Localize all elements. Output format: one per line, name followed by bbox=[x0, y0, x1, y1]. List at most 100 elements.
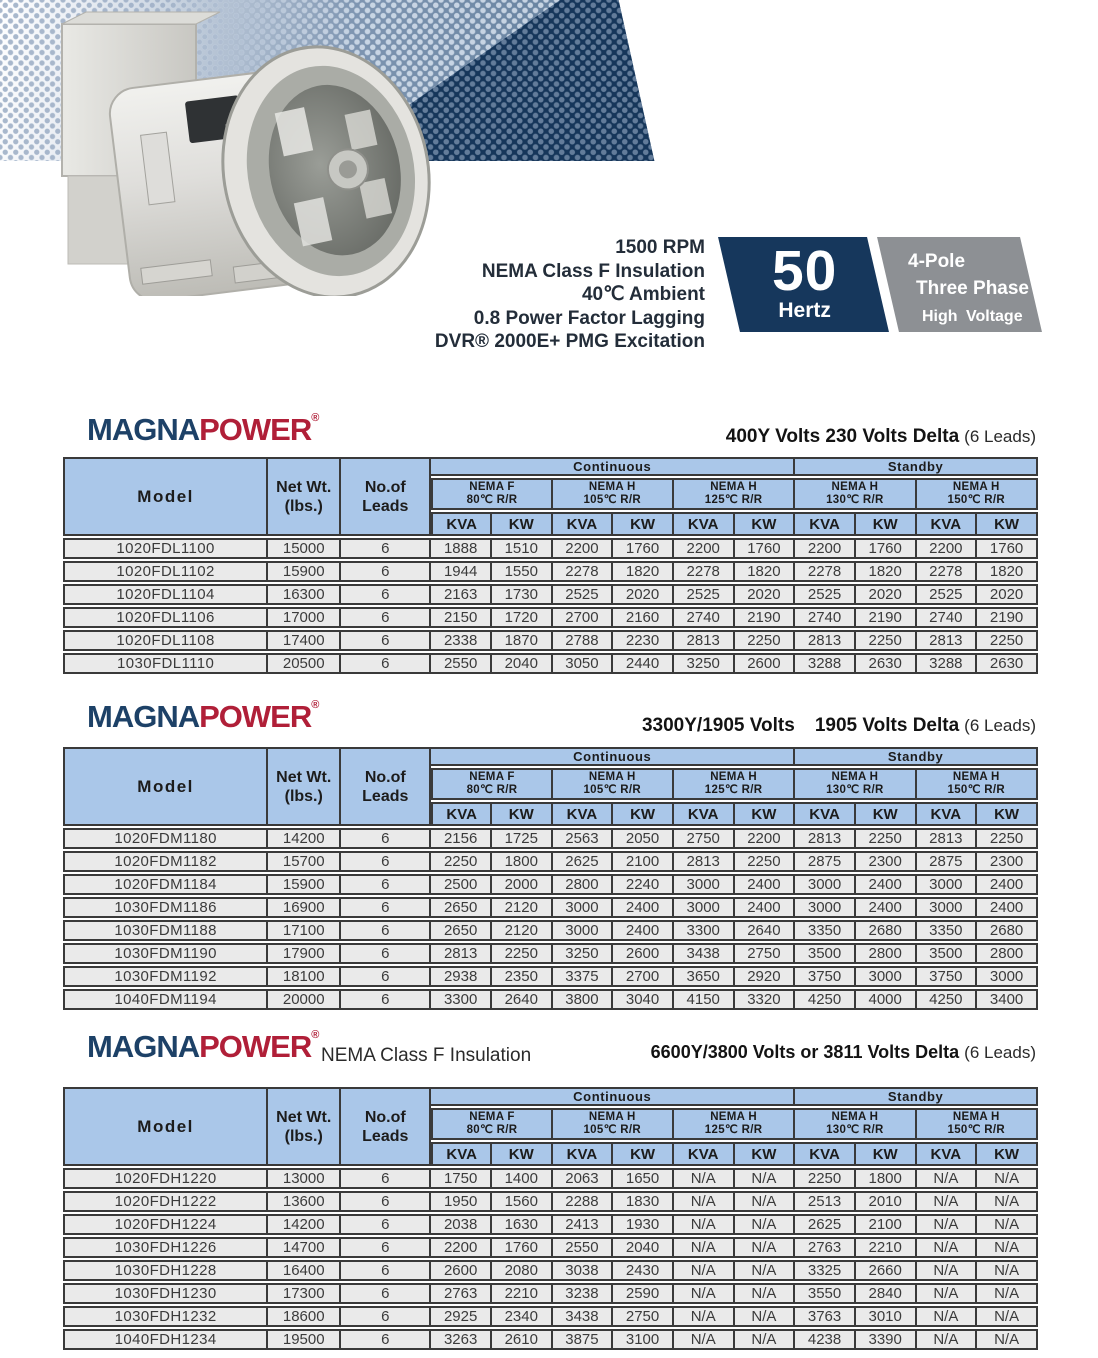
kw-cell: 2400 bbox=[855, 874, 917, 895]
kva-cell: 2513 bbox=[795, 1191, 856, 1212]
net-wt-cell: 17000 bbox=[268, 607, 342, 628]
nema-class-line: NEMA H bbox=[952, 480, 1000, 493]
hertz-unit: Hertz bbox=[778, 299, 831, 322]
net-weight-column-header: Net Wt. (lbs.) bbox=[268, 747, 342, 826]
net-wt-line2: (lbs.) bbox=[284, 787, 323, 805]
kw-cell: 2400 bbox=[734, 897, 796, 918]
kva-unit-header: KVA bbox=[431, 512, 492, 536]
table-row: 1020FDM1184 15900 6 2500 2000 2800 2240 3000 240… bbox=[63, 874, 1038, 895]
nema-temp-line: 150℃ R/R bbox=[947, 1124, 1006, 1136]
kw-cell: N/A bbox=[734, 1329, 796, 1350]
table-row: 1030FDM1192 18100 6 2938 2350 3375 2700 3650 292… bbox=[63, 966, 1038, 987]
kva-cell: 3750 bbox=[916, 966, 978, 987]
nema-rating-header-2: NEMA H 125℃ R/R bbox=[673, 1108, 796, 1140]
leads-line2: Leads bbox=[362, 497, 409, 515]
table-row: 1030FDL1110 20500 6 2550 2040 3050 2440 3250 260… bbox=[63, 653, 1038, 674]
model-cell: 1030FDH1232 bbox=[63, 1306, 269, 1327]
spec-table-2: Model Net Wt. (lbs.) No.of Leads Continuous St… bbox=[63, 745, 1038, 1012]
kw-cell: N/A bbox=[734, 1214, 796, 1235]
kw-cell: N/A bbox=[734, 1260, 796, 1281]
section-title: 400Y Volts 230 Volts Delta (6 Leads) bbox=[726, 426, 1036, 448]
kva-cell: 3000 bbox=[552, 897, 614, 918]
net-weight-column-header: Net Wt. (lbs.) bbox=[268, 457, 342, 536]
kva-cell: 3438 bbox=[552, 1306, 614, 1327]
nema-temp-line: 125℃ R/R bbox=[704, 1124, 763, 1136]
kw-cell: 1820 bbox=[734, 561, 796, 582]
kva-cell: 2500 bbox=[431, 874, 492, 895]
kw-cell: 1800 bbox=[855, 1168, 917, 1189]
model-cell: 1020FDM1182 bbox=[63, 851, 269, 872]
net-weight-column-header: Net Wt. (lbs.) bbox=[268, 1087, 342, 1166]
nema-temp-line: 130℃ R/R bbox=[826, 784, 884, 796]
kva-cell: 3875 bbox=[552, 1329, 614, 1350]
kw-cell: 1630 bbox=[491, 1214, 553, 1235]
model-cell: 1030FDH1226 bbox=[63, 1237, 269, 1258]
header-row-units: KVA KW KVA KW KVA KW KVA KW KVA KW bbox=[63, 802, 1038, 826]
kw-cell: 2750 bbox=[734, 943, 796, 964]
kw-cell: 2190 bbox=[855, 607, 917, 628]
kva-cell: 3250 bbox=[552, 943, 614, 964]
kva-cell: N/A bbox=[916, 1260, 978, 1281]
kw-cell: 1760 bbox=[734, 538, 796, 559]
nema-rating-header-3: NEMA H 130℃ R/R bbox=[795, 478, 917, 510]
kva-unit-header: KVA bbox=[916, 1142, 978, 1166]
model-cell: 1020FDL1108 bbox=[63, 630, 269, 651]
kw-cell: 2240 bbox=[613, 874, 674, 895]
leads-cell: 6 bbox=[341, 1260, 432, 1281]
table-row: 1020FDM1180 14200 6 2156 1725 2563 2050 2750 220… bbox=[63, 828, 1038, 849]
kva-cell: N/A bbox=[673, 1191, 735, 1212]
net-wt-cell: 13600 bbox=[268, 1191, 342, 1212]
nema-class-line: NEMA F bbox=[469, 1110, 515, 1123]
kva-cell: 2938 bbox=[431, 966, 492, 987]
nema-rating-header-1: NEMA H 105℃ R/R bbox=[552, 768, 674, 800]
nema-temp-line: 150℃ R/R bbox=[947, 784, 1006, 796]
table-row: 1020FDL1108 17400 6 2338 1870 2788 2230 2813 225… bbox=[63, 630, 1038, 651]
voltage-class-label: High Voltage bbox=[922, 308, 1023, 325]
kva-cell: 3000 bbox=[795, 874, 856, 895]
kva-cell: 2150 bbox=[431, 607, 492, 628]
model-column-header: Model bbox=[63, 457, 269, 536]
kva-cell: 3763 bbox=[795, 1306, 856, 1327]
kva-unit-header: KVA bbox=[552, 802, 614, 826]
kva-cell: 3000 bbox=[552, 920, 614, 941]
net-wt-cell: 18600 bbox=[268, 1306, 342, 1327]
kva-cell: 2875 bbox=[795, 851, 856, 872]
magnapower-logo: MAGNAPOWER® bbox=[87, 412, 319, 448]
nema-temp-line: 125℃ R/R bbox=[704, 494, 763, 506]
kw-cell: 2120 bbox=[491, 920, 553, 941]
kva-unit-header: KVA bbox=[673, 802, 735, 826]
kva-cell: 3288 bbox=[916, 653, 978, 674]
pole-phase-badge: 4-Pole Three Phase High Voltage bbox=[877, 237, 1042, 332]
kw-unit-header: KW bbox=[491, 512, 553, 536]
kva-cell: 2625 bbox=[795, 1214, 856, 1235]
nema-temp-line: 150℃ R/R bbox=[947, 494, 1006, 506]
net-wt-cell: 17900 bbox=[268, 943, 342, 964]
kw-cell: N/A bbox=[734, 1283, 796, 1304]
table-row: 1020FDL1100 15000 6 1888 1510 2200 1760 2200 176… bbox=[63, 538, 1038, 559]
kw-cell: N/A bbox=[734, 1191, 796, 1212]
kva-cell: 2525 bbox=[552, 584, 614, 605]
kva-cell: 2925 bbox=[431, 1306, 492, 1327]
kva-cell: 2278 bbox=[795, 561, 856, 582]
kw-cell: 2020 bbox=[734, 584, 796, 605]
magnapower-logo: MAGNAPOWER® bbox=[87, 699, 319, 735]
logo-registered-mark: ® bbox=[311, 1029, 320, 1041]
model-cell: 1020FDH1220 bbox=[63, 1168, 269, 1189]
kw-cell: 2050 bbox=[613, 828, 674, 849]
kw-cell: 2590 bbox=[613, 1283, 674, 1304]
nema-rating-header-3: NEMA H 130℃ R/R bbox=[795, 768, 917, 800]
kw-cell: 3000 bbox=[977, 966, 1038, 987]
continuous-band-header: Continuous bbox=[431, 457, 796, 476]
kva-cell: 2813 bbox=[916, 630, 978, 651]
kva-cell: 3500 bbox=[795, 943, 856, 964]
kw-cell: 2920 bbox=[734, 966, 796, 987]
kw-cell: 3000 bbox=[855, 966, 917, 987]
kva-cell: 2650 bbox=[431, 897, 492, 918]
kw-unit-header: KW bbox=[613, 512, 674, 536]
table-row: 1020FDM1182 15700 6 2250 1800 2625 2100 2813 225… bbox=[63, 851, 1038, 872]
table-row: 1030FDH1230 17300 6 2763 2210 3238 2590 N/A N/A 3… bbox=[63, 1283, 1038, 1304]
table-row: 1020FDH1222 13600 6 1950 1560 2288 1830 N/A N/A 2… bbox=[63, 1191, 1038, 1212]
logo-magna: MAGNA bbox=[87, 699, 200, 734]
leads-cell: 6 bbox=[341, 851, 432, 872]
model-column-header: Model bbox=[63, 1087, 269, 1166]
